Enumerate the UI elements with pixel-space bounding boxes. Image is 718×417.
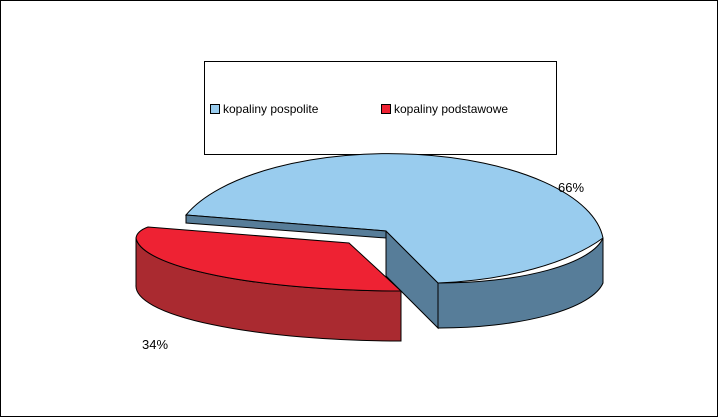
legend: kopaliny pospolite kopaliny podstawowe (204, 61, 557, 155)
slice-pospolite-side (437, 237, 604, 329)
slice-pospolite-rim (185, 214, 387, 239)
slice-podstawowe-top (135, 226, 403, 292)
data-label-podstawowe: 34% (142, 337, 168, 352)
legend-label-podstawowe: kopaliny podstawowe (394, 102, 509, 116)
data-label-pospolite: 66% (558, 180, 584, 195)
legend-label-pospolite: kopaliny pospolite (223, 102, 319, 116)
legend-item-podstawowe: kopaliny podstawowe (381, 102, 508, 116)
legend-swatch-pospolite (210, 104, 220, 114)
legend-swatch-podstawowe (381, 104, 391, 114)
legend-item-pospolite: kopaliny pospolite (210, 102, 318, 116)
slice-pospolite-top (185, 153, 604, 284)
